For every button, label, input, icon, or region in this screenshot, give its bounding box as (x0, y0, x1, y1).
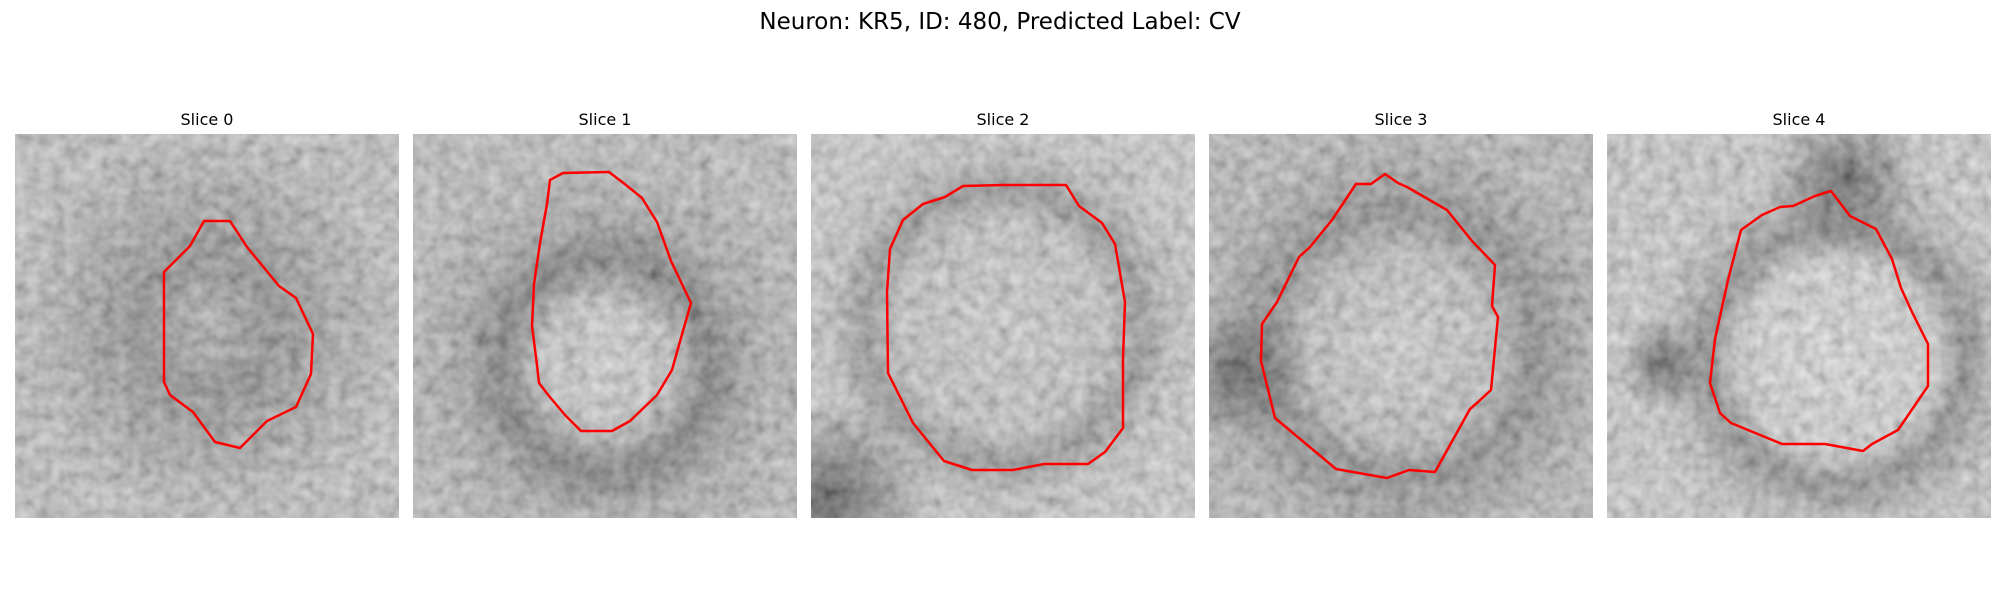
slice-image-svg (1607, 134, 1991, 518)
slice-image (15, 134, 399, 518)
slice-title: Slice 0 (180, 110, 234, 129)
slice-contour (1259, 172, 1500, 480)
slice-title: Slice 4 (1772, 110, 1826, 129)
slice-image (413, 134, 797, 518)
slice-image-svg (15, 134, 399, 518)
slice-noise (1209, 134, 1593, 518)
slice-title: Slice 2 (976, 110, 1030, 129)
slice-panel-3: Slice 3 (1209, 108, 1593, 518)
figure-title: Neuron: KR5, ID: 480, Predicted Label: C… (759, 9, 1241, 35)
slice-noise (15, 134, 399, 518)
slice-image (1209, 134, 1593, 518)
slice-contour (530, 170, 693, 433)
slice-panel-2: Slice 2 (811, 108, 1195, 518)
slice-image-svg (811, 134, 1195, 518)
slice-contour (1708, 189, 1930, 453)
slice-panel-1: Slice 1 (413, 108, 797, 518)
slice-image-svg (1209, 134, 1593, 518)
slice-panel-4: Slice 4 (1607, 108, 1991, 518)
slice-image-svg (413, 134, 797, 518)
slice-noise (413, 134, 797, 518)
slice-title: Slice 1 (578, 110, 632, 129)
slice-noise (1607, 134, 1991, 518)
slice-title: Slice 3 (1374, 110, 1428, 129)
slice-image (1607, 134, 1991, 518)
slice-contour (885, 183, 1127, 472)
slice-panel-0: Slice 0 (15, 108, 399, 518)
slice-image (811, 134, 1195, 518)
slice-noise (811, 134, 1195, 518)
slice-contour (162, 219, 315, 450)
